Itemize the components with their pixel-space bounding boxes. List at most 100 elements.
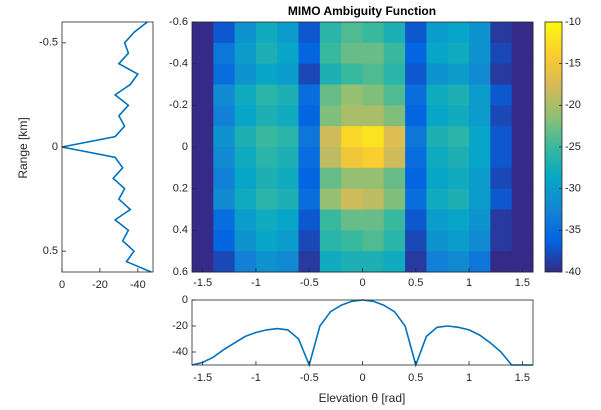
heatmap-cell: [213, 22, 236, 44]
heatmap-cell: [341, 251, 363, 273]
heatmap-cell: [277, 167, 300, 190]
heatmap-cell: [298, 126, 321, 148]
heatmap-cell: [469, 22, 491, 44]
heatmap-cell: [362, 126, 385, 148]
heatmap-cell: [298, 147, 321, 169]
heatmap-cell: [192, 22, 214, 44]
x-tick-label: -1.5: [193, 372, 212, 384]
heatmap-cell: [298, 105, 321, 127]
heatmap-cell: [383, 188, 406, 210]
heatmap-cell: [469, 230, 491, 252]
x-tick-label: -40: [130, 279, 146, 291]
heatmap-cell: [192, 84, 214, 106]
heatmap-cell: [405, 63, 427, 85]
heatmap-cell: [490, 209, 513, 231]
heatmap-cell: [277, 84, 300, 106]
x-tick-label: -1: [251, 277, 261, 289]
heatmap-cell: [490, 42, 513, 65]
heatmap-cell: [426, 147, 449, 169]
heatmap-cell: [469, 126, 491, 148]
heatmap-cell: [447, 126, 470, 148]
heatmap-cell: [426, 42, 449, 65]
y-tick-label: 0.5: [43, 245, 58, 257]
heatmap-cell: [319, 63, 342, 85]
heatmap-cell: [234, 167, 257, 190]
heatmap-cell: [255, 105, 278, 127]
x-tick-label: 1.5: [515, 277, 530, 289]
heatmap-cell: [319, 22, 342, 44]
heatmap-cell: [298, 22, 321, 44]
heatmap-cell: [405, 209, 427, 231]
heatmap-cell: [319, 84, 342, 106]
heatmap-cell: [319, 147, 342, 169]
heatmap-cell: [213, 42, 236, 65]
colorbar-tick-label: -40: [565, 266, 581, 278]
x-tick-label: 1: [466, 277, 472, 289]
heatmap-cell: [511, 105, 534, 127]
heatmap-cell: [426, 251, 449, 273]
heatmap-cell: [341, 209, 363, 231]
heatmap-cell: [298, 209, 321, 231]
heatmap-cell: [383, 126, 406, 148]
heatmap-cell: [362, 209, 385, 231]
heatmap-cell: [469, 251, 491, 273]
heatmap-cell: [213, 209, 236, 231]
x-tick-label: -1: [251, 372, 261, 384]
colorbar-tick-label: -20: [565, 99, 581, 111]
heatmap-cell: [405, 167, 427, 190]
heatmap-cell: [490, 84, 513, 106]
heatmap-cell: [298, 63, 321, 85]
heatmap-cell: [192, 209, 214, 231]
heatmap-cell: [447, 230, 470, 252]
x-axis-label: Elevation θ [rad]: [319, 391, 406, 405]
heatmap-cell: [469, 105, 491, 127]
heatmap-cell: [234, 147, 257, 169]
heatmap-cell: [490, 147, 513, 169]
heatmap-cell: [319, 209, 342, 231]
heatmap-cell: [383, 105, 406, 127]
heatmap-cell: [319, 230, 342, 252]
heatmap-cell: [469, 188, 491, 210]
heatmap-cell: [490, 126, 513, 148]
colorbar-tick-label: -15: [565, 58, 581, 70]
x-tick-label: 0.5: [408, 372, 423, 384]
heatmap-cell: [234, 126, 257, 148]
heatmap-cell: [341, 147, 363, 169]
heatmap-cell: [234, 188, 257, 210]
heatmap-cell: [213, 188, 236, 210]
heatmap-cell: [319, 188, 342, 210]
heatmap-cell: [447, 42, 470, 65]
heatmap-cell: [469, 42, 491, 65]
heatmap-cell: [383, 22, 406, 44]
heatmap-cell: [255, 22, 278, 44]
heatmap-cell: [341, 42, 363, 65]
heatmap-cell: [362, 63, 385, 85]
heatmap-cell: [192, 126, 214, 148]
y-tick-label: -0.5: [39, 37, 58, 49]
heatmap-cell: [298, 230, 321, 252]
heatmap-cell: [511, 84, 534, 106]
heatmap-cell: [426, 63, 449, 85]
heatmap-cell: [362, 105, 385, 127]
y-tick-label: 0: [182, 294, 188, 306]
y-tick-label: 0.4: [173, 224, 188, 236]
heatmap-cell: [255, 209, 278, 231]
line-series: [191, 299, 533, 368]
heatmap-cell: [447, 251, 470, 273]
heatmap-cell: [341, 230, 363, 252]
heatmap-cell: [469, 147, 491, 169]
heatmap-cell: [405, 188, 427, 210]
colorbar-tick-label: -35: [565, 224, 581, 236]
heatmap-cell: [277, 147, 300, 169]
heatmap-cell: [426, 230, 449, 252]
heatmap-cell: [447, 63, 470, 85]
heatmap-cell: [277, 105, 300, 127]
heatmap-cell: [469, 167, 491, 190]
heatmap-cell: [298, 251, 321, 273]
heatmap-cell: [234, 22, 257, 44]
heatmap-cell: [511, 230, 534, 252]
heatmap-cell: [405, 147, 427, 169]
heatmap-cell: [277, 188, 300, 210]
heatmap-cell: [383, 147, 406, 169]
heatmap-cell: [319, 126, 342, 148]
